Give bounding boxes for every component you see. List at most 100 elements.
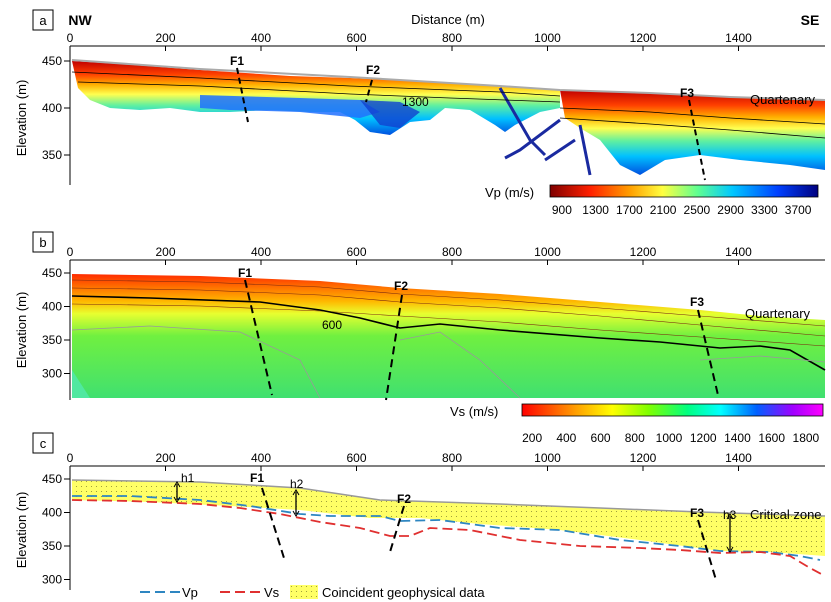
x-tick-label: 400 [251,451,271,465]
vs-contour-1 [71,279,826,327]
vp-colorbar [549,184,819,198]
colorbar-tick-label: 1000 [656,431,683,445]
panel-a-ylabel: Elevation (m) [14,80,29,157]
x-tick-label: 1000 [534,245,561,259]
panel-c-ylabel: Elevation (m) [14,492,29,569]
x-tick-label: 800 [442,451,462,465]
panel-b-x-ticks: 0 200 400 600 800 1000 1200 1400 [67,245,752,265]
vs-line [71,499,826,577]
colorbar-tick-label: 2500 [684,203,711,217]
x-tick-label: 1200 [630,451,657,465]
x-tick-label: 600 [346,31,366,45]
y-tick-label: 450 [42,472,62,486]
y-tick-label: 350 [42,333,62,347]
vp-contour-1 [71,71,561,97]
x-tick-label: 0 [67,451,74,465]
colorbar-tick-label: 3700 [785,203,812,217]
colorbar-tick-label: 3300 [751,203,778,217]
critical-zone-label: Critical zone [750,507,822,522]
x-tick-label: 1200 [630,31,657,45]
x-tick-label: 0 [67,31,74,45]
x-tick-label: 1000 [534,31,561,45]
legend-coincident-swatch [290,585,318,599]
vp-high-velocity-body-2 [360,100,420,128]
panel-a-layer-label: Quartenary [750,92,816,107]
critical-zone-fill [72,480,825,556]
colorbar-tick-label: 1600 [758,431,785,445]
x-tick-label: 800 [442,31,462,45]
colorbar-tick-label: 1300 [582,203,609,217]
panel-c-topography [71,479,826,517]
colorbar-tick-label: 800 [625,431,645,445]
x-tick-label: 0 [67,245,74,259]
vs-contour-3 [71,303,826,347]
y-tick-label: 300 [42,573,62,587]
h2-arrow-heads [292,489,300,517]
h1-arrow-heads [173,481,181,503]
panel-c-y-ticks: 450 400 350 300 [42,472,70,587]
panel-c-fault-f1-label: F1 [250,471,264,485]
panel-b-fault-f1 [244,279,273,396]
panel-a: a NW SE Distance (m) 0 200 400 600 800 1000 12… [14,9,826,217]
panel-b-fault-f1-label: F1 [238,266,252,280]
colorbar-tick-label: 1800 [793,431,820,445]
panel-c-fault-f3-label: F3 [690,506,704,520]
panel-b: b 0 200 400 600 800 1000 1200 1400 450 400 350 300… [14,231,826,445]
panel-b-fault-f2 [385,294,403,401]
x-tick-label: 1200 [630,245,657,259]
y-tick-label: 450 [42,54,62,68]
panel-c-fault-f3 [697,519,717,581]
y-tick-label: 350 [42,148,62,162]
h2-label: h2 [290,477,304,491]
vp-colorbar-ticks: 900 1300 1700 2100 2500 2900 3300 3700 [552,203,812,217]
vp-contour-label: 1300 [402,95,429,109]
x-tick-label: 200 [155,245,175,259]
vp-contour-2 [77,81,561,103]
y-tick-label: 400 [42,300,62,314]
se-label: SE [801,12,820,28]
panel-b-letter: b [39,235,46,250]
panel-a-y-ticks: 450 400 350 [42,54,70,162]
colorbar-tick-label: 200 [522,431,542,445]
colorbar-tick-label: 2900 [717,203,744,217]
x-tick-label: 400 [251,245,271,259]
panel-c-fault-f2-label: F2 [397,492,411,506]
legend-vs-label: Vs [264,585,280,600]
panel-c-x-ticks: 0 200 400 600 800 1000 1200 1400 [67,451,752,471]
vp-high-velocity-body [200,95,380,118]
panel-a-fault-f2 [365,79,373,103]
panel-c-fault-f2 [389,505,405,553]
vp-ray-paths [498,87,592,176]
vp-line [72,495,821,561]
legend-vp-label: Vp [182,585,198,600]
panel-b-letter-box [32,231,54,253]
vs-colorbar-ticks: 200 400 600 800 1000 1200 1400 1600 1800 [522,431,819,445]
panel-a-x-ticks: 0 200 400 600 800 1000 1200 1400 [67,31,752,51]
panel-a-topography [71,59,826,101]
panel-b-fault-f3 [697,309,719,396]
x-tick-label: 400 [251,31,271,45]
vs-contour-2 [71,287,826,337]
colorbar-tick-label: 600 [591,431,611,445]
colorbar-tick-label: 1700 [616,203,643,217]
panel-a-fault-f3 [688,99,706,181]
vs-contour-600 [71,295,826,371]
vs-section [72,274,825,398]
panel-c-letter-box [32,432,54,454]
y-tick-label: 400 [42,101,62,115]
x-tick-label: 200 [155,31,175,45]
panel-b-fault-f3-label: F3 [690,295,704,309]
panel-a-fault-f1-label: F1 [230,54,244,68]
x-tick-label: 1400 [725,245,752,259]
colorbar-tick-label: 1200 [690,431,717,445]
h1-label: h1 [181,471,195,485]
panel-b-ylabel: Elevation (m) [14,292,29,369]
vp-contour-4 [559,117,826,139]
vp-contour-3 [559,107,826,125]
panel-a-fault-f3-label: F3 [680,86,694,100]
panel-a-letter-box [32,9,54,31]
vs-colorbar [521,403,824,417]
panel-b-layer-label: Quartenary [745,306,811,321]
colorbar-tick-label: 2100 [650,203,677,217]
